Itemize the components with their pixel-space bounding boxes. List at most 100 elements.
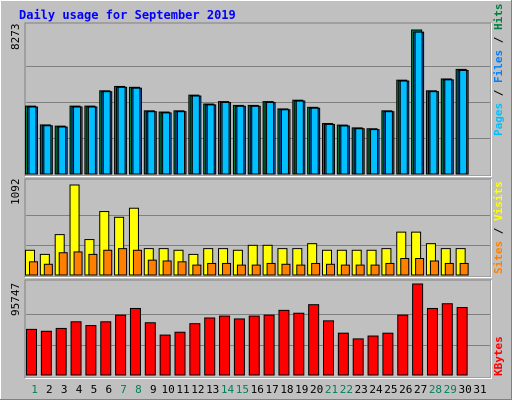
legend-files: Files bbox=[492, 50, 505, 83]
pages-bar-17 bbox=[266, 101, 275, 175]
panel-hits-files-pages: 8273 Pages / Files / Hits bbox=[9, 4, 505, 177]
pages-bar-25 bbox=[384, 111, 393, 175]
pages-bar-12 bbox=[191, 95, 200, 175]
sites-bar-27 bbox=[415, 258, 425, 276]
kbytes-bar-11 bbox=[174, 331, 186, 376]
kbytes-bar-9 bbox=[144, 322, 156, 376]
day-label-19: 19 bbox=[295, 383, 308, 396]
pages-bar-13 bbox=[206, 104, 215, 175]
day-axis-labels: 1 2 3 4 5 6 7 8 9 10 11 12 13 14 15 16 17 18 19 20 21 22 23 24 2… bbox=[31, 383, 486, 396]
sites-bar-17 bbox=[266, 262, 276, 276]
day-label-12: 12 bbox=[191, 383, 204, 396]
pages-bar-6 bbox=[102, 91, 111, 175]
day-label-22: 22 bbox=[340, 383, 353, 396]
kbytes-bar-15 bbox=[233, 318, 245, 376]
kbytes-bar-17 bbox=[263, 314, 275, 376]
pages-bar-19 bbox=[295, 100, 304, 175]
day-label-1: 1 bbox=[31, 383, 38, 396]
pages-bar-23 bbox=[355, 128, 364, 175]
kbytes-max-label: 95747 bbox=[9, 283, 22, 316]
sites-bar-11 bbox=[177, 261, 187, 276]
day-label-11: 11 bbox=[176, 383, 189, 396]
legend-visits-sites: Sites / Visits bbox=[492, 181, 505, 274]
legend-sites: Sites bbox=[492, 241, 505, 274]
legend-hits: Hits bbox=[492, 4, 505, 31]
sites-bar-24 bbox=[370, 264, 380, 276]
sites-bar-13 bbox=[207, 262, 217, 276]
day-label-14: 14 bbox=[221, 383, 235, 396]
day-label-7: 7 bbox=[120, 383, 127, 396]
sites-bar-9 bbox=[147, 259, 157, 276]
legend-sep-3: / bbox=[492, 221, 505, 241]
pages-bar-4 bbox=[73, 106, 82, 175]
pages-bar-10 bbox=[162, 112, 171, 175]
pages-bar-5 bbox=[87, 106, 96, 175]
sites-bar-29 bbox=[444, 262, 454, 276]
day-label-21: 21 bbox=[325, 383, 338, 396]
kbytes-bar-19 bbox=[293, 312, 305, 376]
day-label-25: 25 bbox=[384, 383, 397, 396]
pages-bar-18 bbox=[280, 109, 289, 175]
sites-bar-12 bbox=[192, 264, 202, 276]
pages-bar-29 bbox=[444, 79, 453, 175]
sites-bar-28 bbox=[429, 260, 439, 276]
pages-bar-27 bbox=[414, 31, 423, 175]
day-label-18: 18 bbox=[280, 383, 293, 396]
kbytes-bar-29 bbox=[441, 303, 453, 376]
sites-bar-2 bbox=[43, 263, 53, 276]
kbytes-bar-3 bbox=[55, 327, 67, 376]
pages-bar-9 bbox=[147, 111, 156, 175]
day-label-29: 29 bbox=[444, 383, 457, 396]
pages-bar-26 bbox=[399, 80, 408, 175]
sites-bar-20 bbox=[311, 262, 321, 276]
kbytes-bar-12 bbox=[189, 323, 201, 376]
day-label-6: 6 bbox=[105, 383, 112, 396]
pages-bar-28 bbox=[429, 91, 438, 175]
legend-hits-files-pages: Pages / Files / Hits bbox=[492, 4, 505, 137]
day-label-13: 13 bbox=[206, 383, 219, 396]
sites-bar-23 bbox=[355, 264, 365, 276]
pages-bar-7 bbox=[117, 86, 126, 175]
sites-bar-22 bbox=[340, 264, 350, 276]
sites-bar-15 bbox=[236, 264, 246, 276]
day-label-5: 5 bbox=[91, 383, 98, 396]
day-label-16: 16 bbox=[251, 383, 264, 396]
kbytes-bar-22 bbox=[337, 332, 349, 376]
kbytes-bar-18 bbox=[278, 309, 290, 376]
legend-kbytes: KBytes bbox=[492, 336, 505, 376]
day-label-17: 17 bbox=[265, 383, 278, 396]
sites-bar-16 bbox=[251, 264, 261, 276]
day-label-24: 24 bbox=[369, 383, 383, 396]
pages-bar-21 bbox=[325, 123, 334, 175]
kbytes-bar-1 bbox=[26, 328, 37, 376]
legend-sep-2: / bbox=[492, 30, 505, 50]
visits-max-label: 1092 bbox=[9, 179, 22, 206]
pages-bar-15 bbox=[236, 105, 245, 175]
kbytes-bar-14 bbox=[219, 315, 231, 376]
sites-bar-3 bbox=[58, 252, 68, 276]
kbytes-bar-28 bbox=[426, 307, 438, 376]
sites-bar-25 bbox=[385, 262, 395, 276]
pages-bar-8 bbox=[132, 87, 141, 175]
day-label-23: 23 bbox=[355, 383, 368, 396]
kbytes-bar-4 bbox=[70, 321, 82, 376]
pages-bar-16 bbox=[251, 105, 260, 175]
day-label-3: 3 bbox=[61, 383, 68, 396]
kbytes-bar-2 bbox=[40, 330, 52, 376]
kbytes-bar-30 bbox=[456, 307, 468, 376]
kbytes-bar-10 bbox=[159, 334, 171, 376]
pages-bar-2 bbox=[43, 125, 52, 175]
pages-bar-14 bbox=[221, 101, 230, 175]
kbytes-bar-25 bbox=[382, 332, 394, 376]
sites-bar-6 bbox=[103, 249, 113, 276]
sites-bar-1 bbox=[29, 261, 38, 276]
pages-bar-22 bbox=[340, 125, 349, 175]
pages-bar-11 bbox=[177, 111, 185, 175]
pages-bar-20 bbox=[310, 107, 319, 175]
kbytes-bar-7 bbox=[115, 314, 127, 376]
legend-pages: Pages bbox=[492, 103, 505, 136]
kbytes-bar-21 bbox=[323, 320, 334, 376]
sites-bar-4 bbox=[73, 251, 83, 276]
day-label-4: 4 bbox=[76, 383, 83, 396]
